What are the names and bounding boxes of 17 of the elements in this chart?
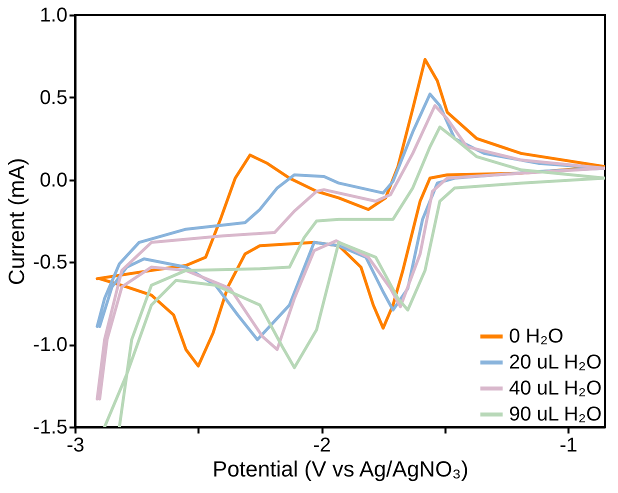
x-tick-label: -1 [560, 434, 578, 456]
line-series [96, 104, 605, 400]
legend-label: 40 uL H₂O [509, 378, 602, 400]
y-tick-label: -1.5 [33, 416, 68, 438]
y-tick-label: 0.0 [40, 169, 68, 192]
legend-label: 90 uL H₂O [509, 404, 602, 426]
x-axis-title: Potential (V vs Ag/AgNO₃) [212, 456, 468, 482]
legend-label: 0 H₂O [509, 326, 564, 348]
y-tick-label: 1.0 [40, 4, 68, 26]
y-tick-label: 0.5 [40, 86, 68, 109]
legend-label: 20 uL H₂O [509, 352, 602, 374]
y-tick-label: -1.0 [33, 334, 68, 356]
y-axis-title: Current (mA) [4, 158, 30, 286]
x-tick-label: -3 [66, 434, 84, 456]
y-tick-label: -0.5 [33, 252, 68, 274]
line-series [103, 126, 605, 427]
x-tick-label: -2 [313, 434, 331, 456]
